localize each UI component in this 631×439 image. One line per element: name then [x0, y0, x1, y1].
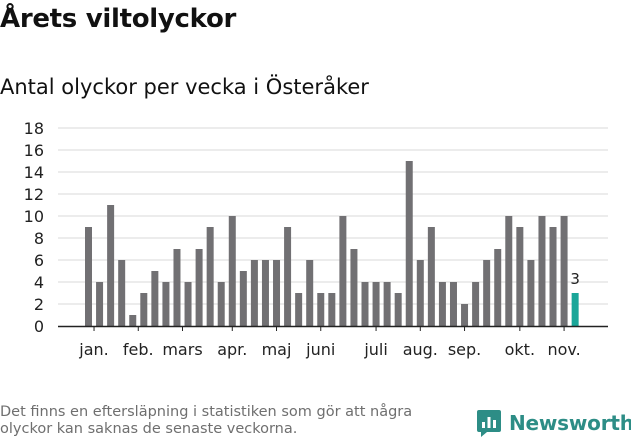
- bar: [328, 293, 336, 326]
- y-tick-label: 10: [24, 207, 44, 226]
- highlight-value-label: 3: [570, 270, 580, 288]
- chart-title: Årets viltolyckor: [0, 4, 237, 34]
- bar: [140, 293, 148, 326]
- y-tick-label: 6: [34, 251, 44, 270]
- y-tick-label: 16: [24, 141, 44, 160]
- bar: [494, 249, 502, 326]
- y-tick-label: 0: [34, 317, 44, 336]
- newsworthy-logo-icon: [477, 410, 501, 437]
- bar: [195, 249, 203, 326]
- x-tick-label: jan.: [78, 340, 108, 359]
- x-axis-labels: jan. feb. mars apr. maj juni juli aug. sep. okt. n…: [78, 326, 581, 359]
- x-tick-label: mars: [162, 340, 202, 359]
- y-tick-label: 18: [24, 119, 44, 138]
- bar: [129, 315, 137, 326]
- bar: [416, 260, 424, 326]
- bar: [339, 216, 347, 326]
- bar: [383, 282, 391, 326]
- y-axis-labels: 0 2 4 6 8 10 12 14 16 18: [24, 119, 44, 336]
- bar: [96, 282, 104, 326]
- bar: [206, 227, 214, 326]
- bar: [306, 260, 314, 326]
- bar: [295, 293, 303, 326]
- bar: [184, 282, 192, 326]
- y-tick-label: 2: [34, 295, 44, 314]
- bar: [527, 260, 535, 326]
- y-tick-label: 12: [24, 185, 44, 204]
- bar: [394, 293, 402, 326]
- bar: [228, 216, 236, 326]
- bar: [261, 260, 269, 326]
- bar: [427, 227, 435, 326]
- bar: [449, 282, 457, 326]
- bar: [173, 249, 181, 326]
- bar: [273, 260, 281, 326]
- bar: [217, 282, 225, 326]
- y-tick-label: 4: [34, 273, 44, 292]
- x-tick-label: okt.: [505, 340, 535, 359]
- bar: [284, 227, 292, 326]
- brand-logo[interactable]: Newsworthy: [476, 408, 631, 438]
- bar: [549, 227, 557, 326]
- x-tick-label: juni: [305, 340, 335, 359]
- bar: [405, 161, 413, 326]
- grid-lines: [58, 127, 608, 305]
- bar: [107, 205, 115, 326]
- y-tick-label: 14: [24, 163, 44, 182]
- bar: [505, 216, 513, 326]
- chart-subtitle: Antal olyckor per vecka i Österåker: [0, 75, 369, 99]
- x-tick-label: juli: [363, 340, 387, 359]
- footnote: Det finns en eftersläpning i statistiken…: [0, 404, 413, 437]
- bar: [516, 227, 524, 326]
- x-tick-label: aug.: [403, 340, 438, 359]
- bar-highlight: [571, 293, 579, 326]
- bar: [483, 260, 491, 326]
- x-tick-label: feb.: [123, 340, 154, 359]
- brand-name: Newsworthy: [509, 411, 631, 435]
- bar: [239, 271, 247, 326]
- bar: [162, 282, 170, 326]
- bars: 3: [85, 161, 580, 326]
- bar: [438, 282, 446, 326]
- bar: [151, 271, 159, 326]
- bar: [250, 260, 258, 326]
- bar: [472, 282, 480, 326]
- bar: [372, 282, 380, 326]
- x-tick-label: apr.: [217, 340, 247, 359]
- bar: [461, 304, 469, 326]
- bar: [118, 260, 126, 326]
- bar: [85, 227, 92, 326]
- bar: [560, 216, 568, 326]
- x-tick-label: maj: [262, 340, 292, 359]
- bar: [350, 249, 358, 326]
- bar: [361, 282, 369, 326]
- x-tick-label: sep.: [448, 340, 481, 359]
- x-tick-label: nov.: [547, 340, 580, 359]
- bar: [538, 216, 546, 326]
- bar: [317, 293, 325, 326]
- y-tick-label: 8: [34, 229, 44, 248]
